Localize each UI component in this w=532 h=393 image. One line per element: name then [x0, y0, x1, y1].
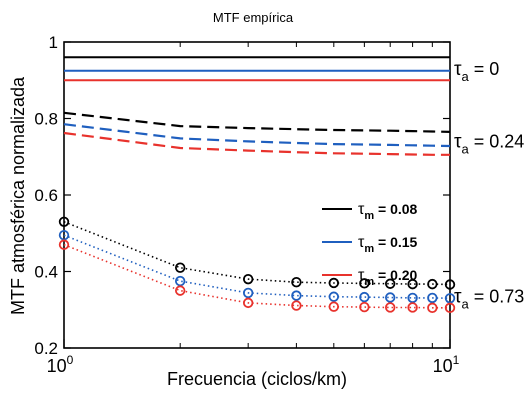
- series-line-tau_a_0.24-5: [63, 131, 450, 156]
- data-point-marker: [58, 216, 70, 227]
- data-point-marker: [427, 292, 438, 304]
- x-axis-label: Frecuencia (ciclos/km): [167, 369, 347, 389]
- axis-ticks: 0.2 0.4 0.6 0.8 1 100 101: [34, 33, 459, 376]
- data-point-marker: [174, 275, 186, 287]
- y-tick-label: 0.2: [34, 339, 58, 358]
- data-point-marker: [444, 293, 456, 304]
- tau-a-annotations: τa = 0 τa = 0.24 τa = 0.73: [454, 59, 524, 312]
- data-point-marker: [359, 301, 370, 313]
- chart-title: MTF empírica: [213, 10, 294, 25]
- legend: τm = 0.08 τm = 0.15 τm = 0.20: [322, 201, 418, 288]
- series-line-tau_a_0.24-4: [63, 123, 451, 148]
- data-point-marker: [291, 277, 302, 288]
- data-point-marker: [407, 302, 418, 313]
- y-tick-label: 1: [49, 33, 58, 52]
- y-axis-label: MTF atmosférica normalizada: [8, 76, 28, 315]
- data-point-marker: [174, 285, 186, 296]
- data-point-marker: [291, 300, 302, 311]
- data-point-marker: [328, 277, 340, 289]
- data-point-marker: [359, 278, 370, 289]
- data-point-marker: [385, 292, 396, 303]
- x-tick-label: 101: [433, 353, 460, 376]
- tau-a-annotation: τa = 0.73: [454, 286, 524, 311]
- data-point-marker: [58, 239, 70, 250]
- legend-label: τm = 0.20: [358, 267, 418, 288]
- tau-a-annotation: τa = 0.24: [454, 131, 524, 156]
- y-tick-label: 0.6: [34, 186, 58, 205]
- data-point-marker: [291, 290, 302, 301]
- data-point-marker: [328, 301, 340, 312]
- y-tick-label: 0.4: [34, 263, 58, 282]
- y-tick-label: 0.8: [34, 110, 58, 129]
- data-point-marker: [242, 273, 254, 285]
- data-point-marker: [328, 291, 340, 302]
- data-point-marker: [242, 287, 254, 299]
- series-line-tau_a_0.24-3: [63, 111, 451, 133]
- data-point-marker: [427, 302, 438, 314]
- data-point-marker: [58, 229, 70, 241]
- data-point-marker: [407, 278, 418, 290]
- data-point-marker: [174, 262, 186, 273]
- data-point-marker: [444, 302, 456, 314]
- data-point-marker: [427, 278, 438, 290]
- data-point-marker: [444, 279, 456, 290]
- data-point-marker: [385, 278, 396, 289]
- data-point-marker: [407, 292, 418, 304]
- data-point-marker: [242, 297, 254, 309]
- data-point-marker: [359, 291, 370, 303]
- tau-a-annotation: τa = 0: [454, 59, 499, 84]
- data-point-marker: [385, 302, 396, 313]
- x-tick-label: 100: [47, 353, 74, 376]
- legend-label: τm = 0.08: [358, 201, 418, 222]
- legend-label: τm = 0.15: [358, 234, 418, 255]
- series-layer: [58, 56, 456, 314]
